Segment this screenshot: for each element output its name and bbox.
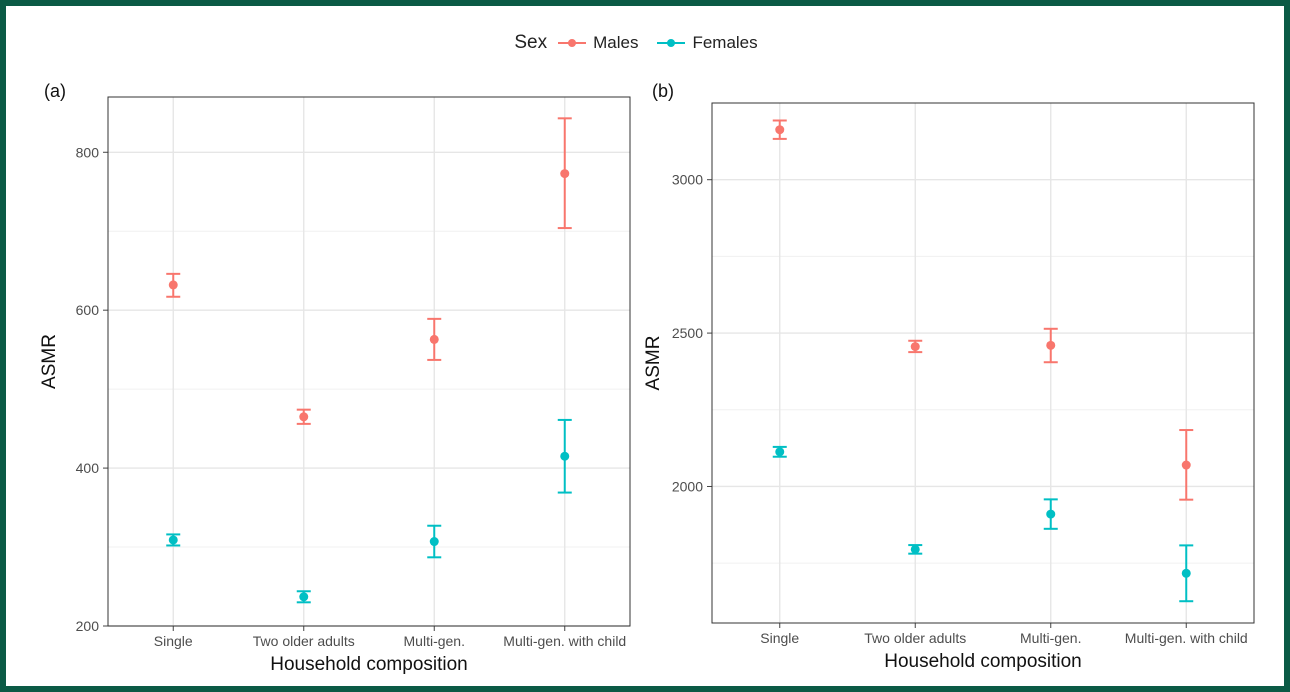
x-tick-label: Single: [154, 633, 193, 649]
data-point-females: [299, 592, 309, 602]
panel-border: [107, 96, 631, 627]
x-axis-title: Household composition: [884, 651, 1082, 672]
data-point-females: [429, 537, 439, 547]
data-point-females: [168, 535, 178, 545]
panel-label: (a): [44, 81, 66, 101]
x-tick-label: Two older adults: [253, 633, 355, 649]
legend-label-females: Females: [692, 33, 758, 52]
legend-key-males: [558, 39, 587, 47]
y-tick-label: 3000: [672, 172, 703, 188]
data-point-females: [1046, 509, 1056, 519]
y-axis-title: ASMR: [39, 334, 60, 389]
legend-title: Sex: [514, 32, 548, 53]
y-tick-label: 200: [76, 618, 100, 634]
legend-entry-males: Males: [557, 33, 638, 53]
panel-border: [711, 102, 1255, 624]
x-axis-title: Household composition: [270, 654, 468, 675]
x-tick-label: Multi-gen. with child: [503, 633, 626, 649]
legend-key-females: [657, 39, 686, 47]
legend-entry-females: Females: [656, 33, 758, 53]
chart-panel-a: 200 400 600 800 Single Two older adults Multi-…: [39, 81, 631, 675]
y-tick-label: 2000: [672, 478, 703, 494]
y-axis-title: ASMR: [643, 336, 664, 391]
x-tick-label: Single: [760, 630, 799, 646]
y-tick-label: 600: [76, 302, 100, 318]
data-point-males: [1046, 340, 1056, 350]
data-point-males: [560, 169, 570, 179]
x-tick-label: Multi-gen.: [1020, 630, 1081, 646]
y-tick-label: 800: [76, 144, 100, 160]
chart-panel-b: 2000 2500 3000 Single Two older adults Multi-…: [643, 81, 1255, 672]
data-point-males: [168, 280, 178, 290]
data-point-females: [910, 544, 920, 554]
data-point-females: [560, 451, 570, 461]
data-point-males: [775, 125, 785, 135]
legend: Sex Males Females: [0, 28, 1290, 58]
x-tick-label: Multi-gen. with child: [1125, 630, 1248, 646]
x-tick-label: Multi-gen.: [404, 633, 465, 649]
x-tick-label: Two older adults: [864, 630, 966, 646]
data-point-males: [429, 334, 439, 344]
data-point-males: [299, 412, 309, 422]
legend-label-males: Males: [593, 33, 639, 52]
data-point-females: [1181, 568, 1191, 578]
y-tick-label: 2500: [672, 325, 703, 341]
data-point-males: [910, 342, 920, 352]
panel-label: (b): [652, 81, 674, 101]
data-point-females: [775, 447, 785, 457]
y-tick-label: 400: [76, 460, 100, 476]
data-point-males: [1181, 460, 1191, 470]
